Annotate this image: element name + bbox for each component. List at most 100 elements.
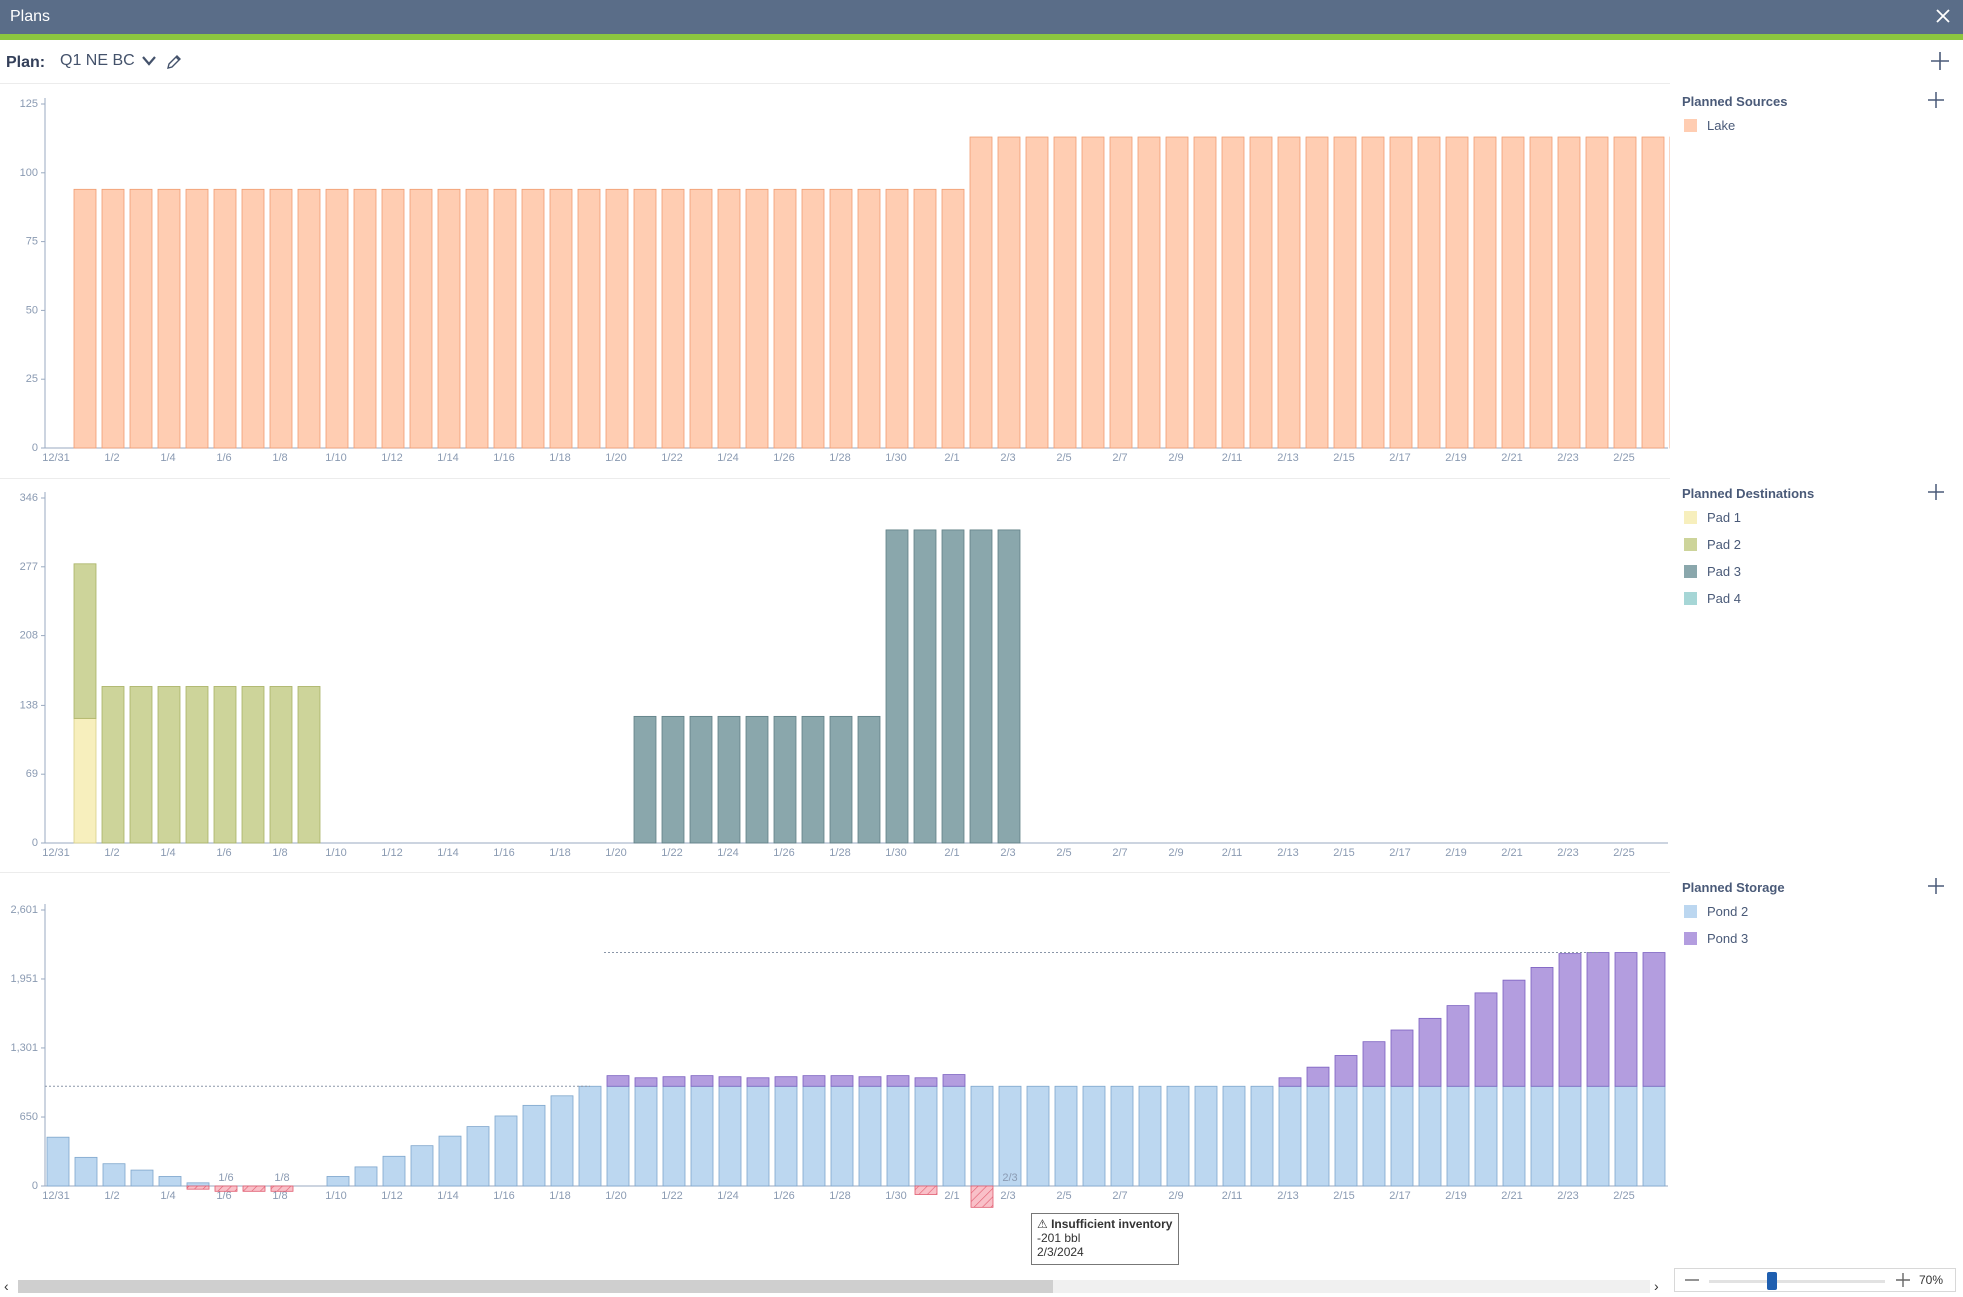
legend-item-pad-4[interactable]: Pad 4 (1684, 591, 1741, 606)
add-destination-icon[interactable] (1926, 482, 1946, 502)
zoom-in-icon[interactable] (1893, 1270, 1913, 1290)
x-tick-label: 1/12 (381, 452, 402, 464)
scroll-left-icon[interactable]: ‹ (4, 1278, 9, 1294)
bar-pond-2 (410, 1145, 434, 1187)
x-tick-label: 2/15 (1333, 1190, 1354, 1202)
tooltip-date: 2/3/2024 (1037, 1245, 1084, 1259)
bar-lake (129, 188, 153, 449)
y-tick-label: 69 (26, 768, 38, 780)
y-tick-label: 1,301 (10, 1042, 38, 1054)
bar-pad-3 (997, 529, 1021, 844)
legend-label: Pond 2 (1707, 904, 1749, 919)
bar-lake (269, 188, 293, 449)
bar-lake (521, 188, 545, 449)
legend-item-lake[interactable]: Lake (1684, 118, 1735, 133)
bar-pond-3 (1306, 1066, 1330, 1087)
bar-lake (605, 188, 629, 449)
zoom-out-icon[interactable] (1683, 1270, 1701, 1290)
pencil-icon[interactable] (164, 52, 184, 72)
bar-lake (1613, 136, 1637, 449)
bar-pond-2 (1278, 1085, 1302, 1187)
tooltip-value: -201 bbl (1037, 1231, 1081, 1245)
x-tick-label: 1/4 (160, 1190, 175, 1202)
legend-swatch (1684, 932, 1697, 945)
legend-item-pad-1[interactable]: Pad 1 (1684, 510, 1741, 525)
add-storage-icon[interactable] (1926, 876, 1946, 896)
bar-pond-2 (1082, 1085, 1106, 1187)
y-tick-label: 0 (32, 442, 38, 454)
plan-label: Plan: (6, 54, 46, 71)
bar-pond-2 (942, 1085, 966, 1187)
x-tick-label: 1/10 (325, 1190, 346, 1202)
legend-item-pond-2[interactable]: Pond 2 (1684, 904, 1748, 919)
bar-lake (297, 188, 321, 449)
x-tick-label: 2/23 (1557, 452, 1578, 464)
x-tick-label: 1/16 (493, 1190, 514, 1202)
add-source-icon[interactable] (1926, 90, 1946, 110)
y-tick-label: 25 (26, 373, 38, 385)
y-tick-label: 100 (20, 167, 38, 179)
bar-pond-3 (718, 1076, 742, 1087)
bar-pond-2 (1110, 1085, 1134, 1187)
bar-pond-3 (606, 1075, 630, 1087)
x-tick-label: 12/31 (42, 1190, 70, 1202)
close-icon[interactable] (1933, 6, 1953, 26)
bar-pond-2 (634, 1085, 658, 1187)
bar-pad-3 (969, 529, 993, 844)
bar-deficit (214, 1185, 238, 1192)
x-tick-label: 1/16 (493, 847, 514, 859)
window-title: Plans (10, 8, 51, 25)
zoom-slider-track[interactable] (1709, 1280, 1885, 1283)
bar-pond-2 (1558, 1085, 1582, 1187)
x-tick-label: 1/28 (829, 1190, 850, 1202)
x-tick-label: 2/25 (1613, 847, 1634, 859)
bar-pad-2 (157, 686, 181, 844)
divider (0, 83, 1670, 84)
x-tick-label: 2/25 (1613, 452, 1634, 464)
x-tick-label: 1/2 (104, 452, 119, 464)
bar-pond-2 (1390, 1085, 1414, 1187)
x-tick-label: 2/3 (1000, 1190, 1015, 1202)
x-tick-label: 2/5 (1056, 452, 1071, 464)
bar-pond-2 (186, 1182, 210, 1187)
x-tick-label: 1/24 (717, 1190, 738, 1202)
legend-swatch (1684, 119, 1697, 132)
x-tick-label: 2/23 (1557, 847, 1578, 859)
legend-item-pond-3[interactable]: Pond 3 (1684, 931, 1748, 946)
bar-pond-2 (578, 1085, 602, 1187)
bar-pond-3 (886, 1075, 910, 1087)
add-plan-icon[interactable] (1929, 50, 1951, 72)
bar-pond-2 (1250, 1085, 1274, 1187)
bar-pond-3 (830, 1075, 854, 1087)
bar-pad-2 (269, 686, 293, 844)
x-tick-label: 1/20 (605, 847, 626, 859)
bar-pond-3 (634, 1077, 658, 1087)
title-bar: Plans (0, 0, 1963, 34)
legend-swatch (1684, 565, 1697, 578)
legend-item-pad-3[interactable]: Pad 3 (1684, 564, 1741, 579)
bar-pond-2 (1614, 1085, 1638, 1187)
legend-item-pad-2[interactable]: Pad 2 (1684, 537, 1741, 552)
y-tick-label: 277 (20, 561, 38, 573)
bar-pond-2 (438, 1135, 462, 1187)
bar-pond-3 (662, 1076, 686, 1087)
y-tick-label: 50 (26, 304, 38, 316)
scroll-thumb[interactable] (18, 1280, 1053, 1293)
horizontal-scrollbar[interactable]: ‹ › (0, 1276, 1670, 1297)
x-tick-label: 1/16 (493, 452, 514, 464)
destinations-chart: 0 69 138 208 277 346 12/31 1/2 1/4 1/6 1/8 1/10 1/12… (20, 492, 1668, 859)
bar-lake (1333, 136, 1357, 449)
bar-pond-2 (886, 1085, 910, 1187)
plan-select[interactable]: Q1 NE BC (60, 52, 157, 70)
x-tick-label: 2/9 (1168, 452, 1183, 464)
bar-lake (745, 188, 769, 449)
bar-pad-3 (941, 529, 965, 844)
bar-pond-2 (774, 1085, 798, 1187)
bar-pond-2 (914, 1085, 938, 1187)
x-tick-label: 2/23 (1557, 1190, 1578, 1202)
bar-lake (661, 188, 685, 449)
zoom-slider-thumb[interactable] (1767, 1272, 1777, 1290)
bar-pond-3 (858, 1076, 882, 1087)
x-tick-label: 2/21 (1501, 452, 1522, 464)
scroll-right-icon[interactable]: › (1654, 1278, 1659, 1294)
